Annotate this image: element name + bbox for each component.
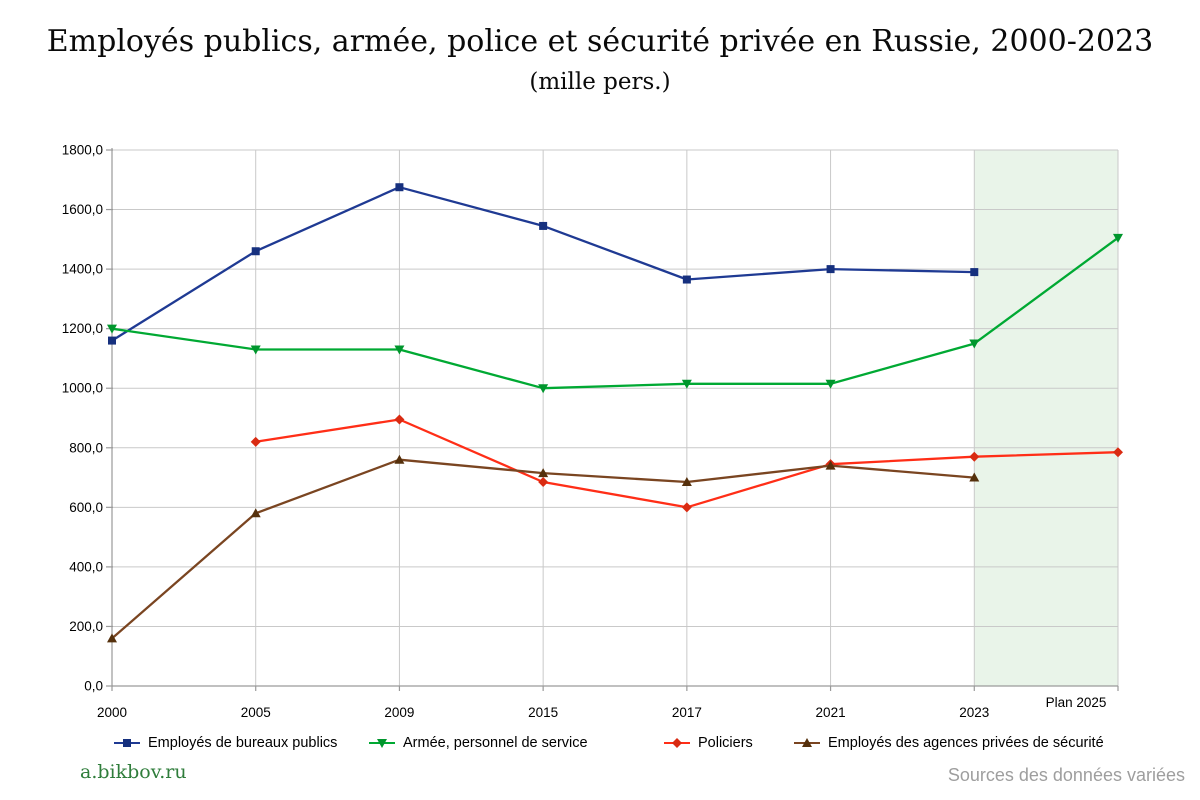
svg-text:800,0: 800,0 — [69, 440, 103, 455]
chart-title: Employés publics, armée, police et sécur… — [46, 24, 1154, 59]
legend-label: Armée, personnel de service — [403, 735, 588, 751]
legend-label: Policiers — [698, 735, 753, 751]
brown-triangle-marker-icon — [793, 737, 821, 749]
plan-region — [974, 150, 1118, 686]
svg-text:400,0: 400,0 — [69, 559, 103, 574]
chart-subtitle: (mille pers.) — [529, 69, 671, 95]
svg-text:1200,0: 1200,0 — [62, 321, 103, 336]
svg-text:2021: 2021 — [816, 705, 846, 720]
legend-item-policiers: Policiers — [663, 731, 753, 755]
svg-text:2017: 2017 — [672, 705, 702, 720]
svg-text:1400,0: 1400,0 — [62, 262, 103, 277]
gridlines — [111, 149, 1119, 687]
svg-text:Plan 2025: Plan 2025 — [1046, 695, 1107, 710]
legend-label: Employés de bureaux publics — [148, 735, 338, 751]
data-sources-note: Sources des données variées — [947, 765, 1185, 785]
green-triangle-marker-icon — [368, 737, 396, 749]
svg-text:1800,0: 1800,0 — [62, 143, 103, 158]
svg-text:1600,0: 1600,0 — [62, 202, 103, 217]
svg-text:0,0: 0,0 — [84, 679, 103, 694]
x-axis-labels: 2000 2005 2009 2015 2017 2021 2023 Plan 2025 — [97, 695, 1106, 720]
svg-text:1000,0: 1000,0 — [62, 381, 103, 396]
series-3 — [107, 454, 980, 643]
legend-item-agences-privees: Employés des agences privées de sécurité — [793, 731, 1104, 755]
svg-text:2009: 2009 — [384, 705, 414, 720]
legend-item-armee: Armée, personnel de service — [368, 731, 588, 755]
y-axis-labels: 0,0 200,0 400,0 600,0 800,0 1000,0 1200,0 1400,… — [62, 143, 103, 694]
series-0 — [108, 183, 979, 345]
svg-text:2023: 2023 — [959, 705, 989, 720]
svg-text:600,0: 600,0 — [69, 500, 103, 515]
blue-square-marker-icon — [113, 737, 141, 749]
svg-text:200,0: 200,0 — [69, 619, 103, 634]
svg-text:2005: 2005 — [241, 705, 271, 720]
watermark-source-site: a.bikbov.ru — [80, 761, 187, 783]
svg-text:2000: 2000 — [97, 705, 127, 720]
legend-item-bureaux-publics: Employés de bureaux publics — [113, 731, 337, 755]
red-diamond-marker-icon — [663, 737, 691, 749]
axes — [106, 148, 1119, 691]
chart-legend: Employés de bureaux publics Armée, perso… — [0, 731, 1200, 757]
series-2 — [250, 414, 1123, 513]
series-1 — [107, 233, 1123, 394]
legend-label: Employés des agences privées de sécurité — [828, 735, 1104, 751]
svg-text:2015: 2015 — [528, 705, 558, 720]
